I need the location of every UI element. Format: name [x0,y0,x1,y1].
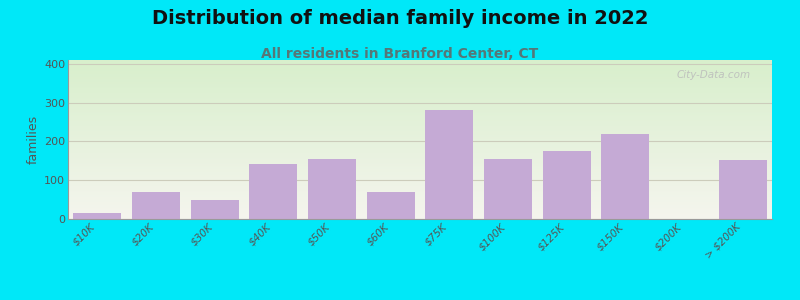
Bar [250,164,298,219]
Text: City-Data.com: City-Data.com [677,70,751,80]
Bar [602,134,650,219]
Bar [484,159,532,219]
Text: All residents in Branford Center, CT: All residents in Branford Center, CT [262,46,538,61]
Bar [366,192,414,219]
Text: Distribution of median family income in 2022: Distribution of median family income in … [152,9,648,28]
Bar [542,151,590,219]
Bar [426,110,474,219]
Bar [308,159,356,219]
Bar [190,200,238,219]
Bar [718,160,766,219]
Bar [74,213,122,219]
Bar [132,192,180,219]
Y-axis label: families: families [27,115,40,164]
